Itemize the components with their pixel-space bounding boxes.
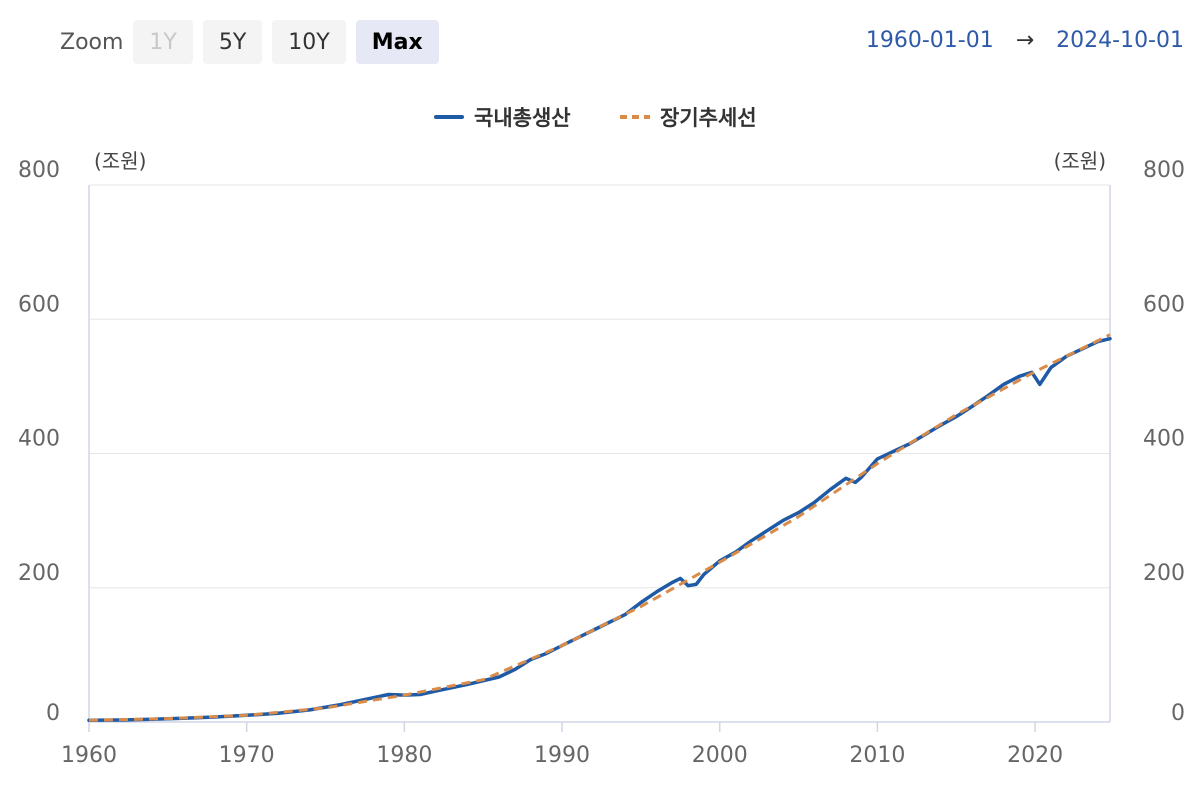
range-arrow: →: [1015, 28, 1035, 53]
trend-series-line: [88, 333, 1111, 722]
x-tick-label: 2010: [849, 743, 905, 768]
y-unit-right: (조원): [1054, 149, 1106, 173]
zoom-max-button[interactable]: Max: [355, 20, 439, 64]
y-tick-label-right: 600: [1143, 292, 1185, 317]
y-unit-left: (조원): [94, 149, 146, 173]
y-tick-label-left: 800: [18, 158, 60, 183]
zoom-toolbar: Zoom 1Y 5Y 10Y Max: [60, 20, 449, 64]
x-tick-label: 1970: [219, 743, 275, 768]
y-tick-label-right: 200: [1143, 561, 1185, 586]
y-tick-label-left: 600: [18, 292, 60, 317]
y-tick-label-right: 0: [1171, 701, 1185, 726]
y-tick-label-left: 0: [46, 701, 60, 726]
zoom-label: Zoom: [60, 29, 124, 55]
x-tick-label: 1980: [376, 743, 432, 768]
gdp-series-line: [87, 336, 1112, 723]
x-tick-label: 2020: [1007, 743, 1063, 768]
zoom-5y-button[interactable]: 5Y: [202, 20, 263, 64]
range-start-date[interactable]: 1960-01-01: [865, 28, 994, 53]
x-tick-label: 2000: [692, 743, 748, 768]
zoom-10y-button[interactable]: 10Y: [272, 20, 346, 64]
zoom-1y-button[interactable]: 1Y: [133, 20, 193, 64]
y-tick-label-right: 800: [1143, 158, 1185, 183]
date-range: 1960-01-01 → 2024-10-01: [866, 28, 1184, 53]
y-tick-label-left: 200: [18, 561, 60, 586]
x-tick-label: 1960: [61, 743, 117, 768]
legend-trend-label: 장기추세선: [660, 106, 757, 130]
legend-gdp-label: 국내총생산: [474, 106, 571, 130]
range-end-date[interactable]: 2024-10-01: [1056, 28, 1184, 53]
x-tick-label: 1990: [534, 743, 590, 768]
y-tick-label-right: 400: [1143, 427, 1185, 452]
y-tick-label-left: 400: [18, 427, 60, 452]
